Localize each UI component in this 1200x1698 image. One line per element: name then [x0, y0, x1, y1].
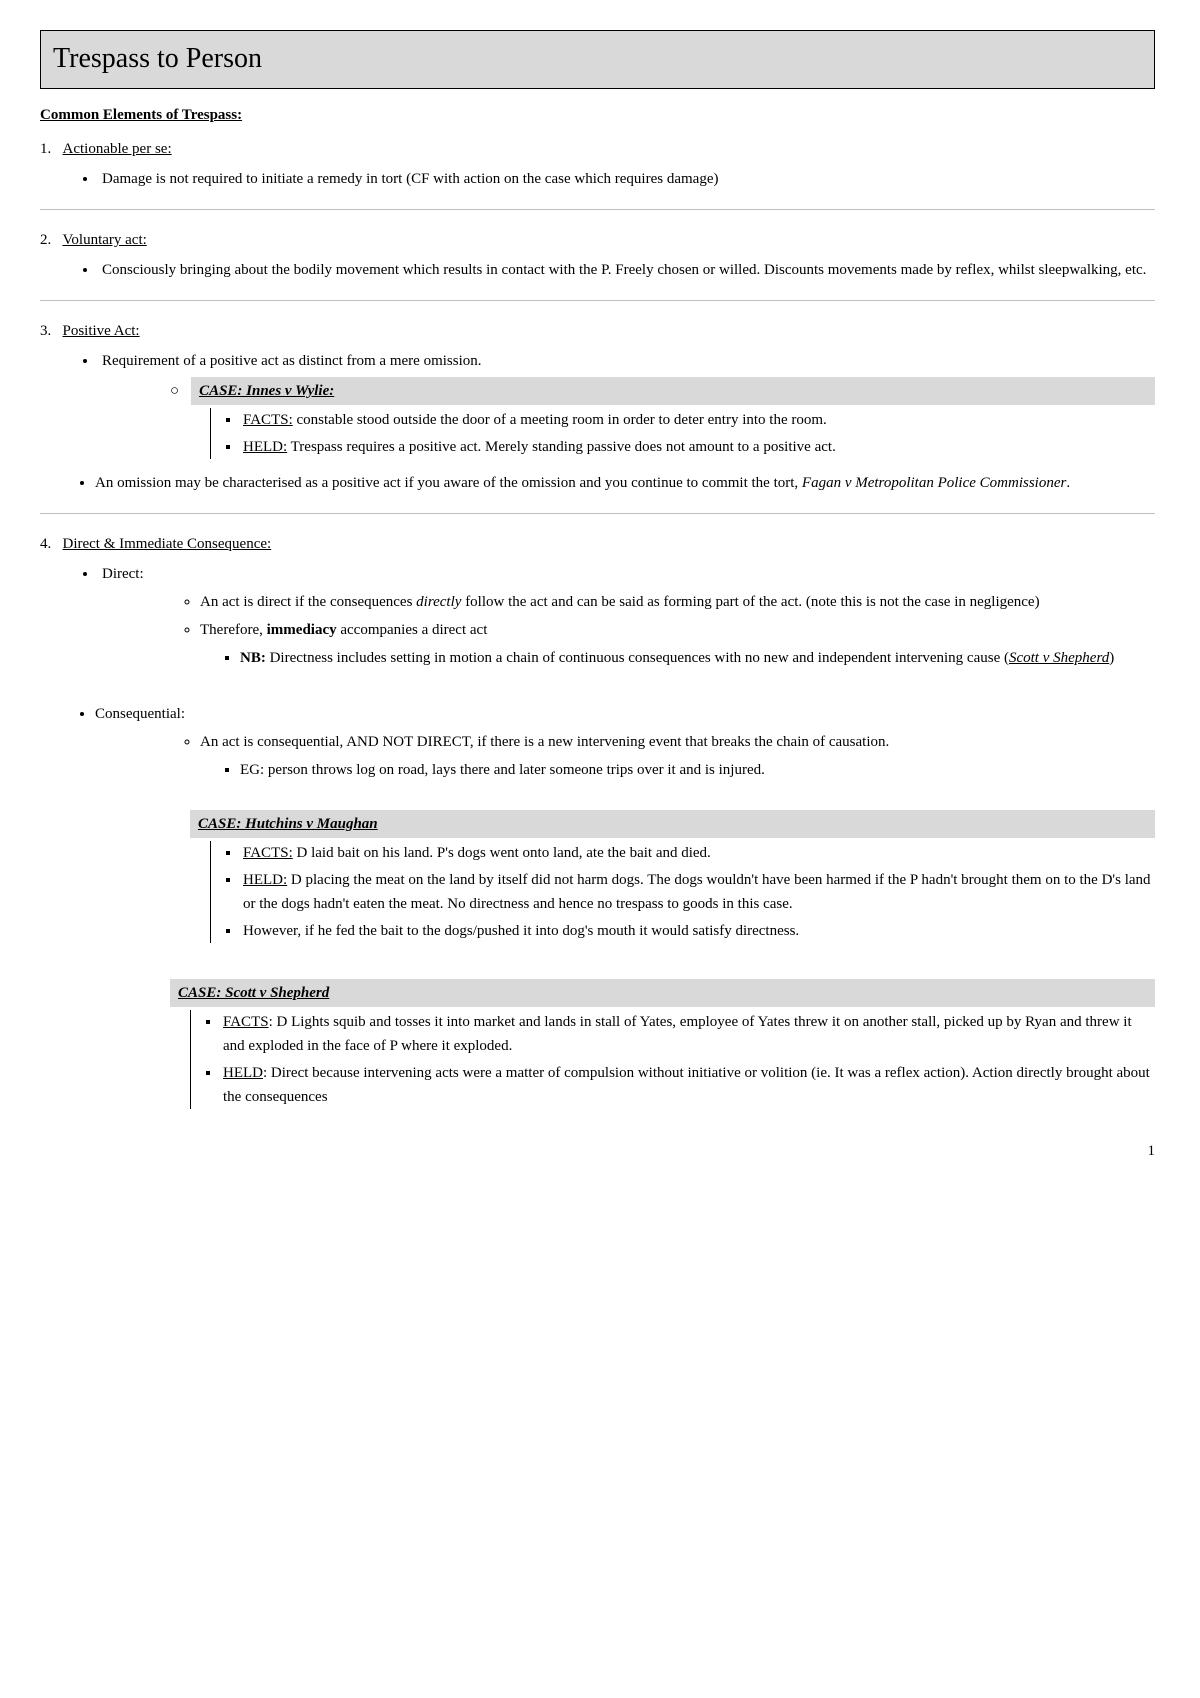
item-3-bullet-1: Requirement of a positive act as distinc… [98, 349, 1155, 373]
item-2-num: 2. [40, 232, 51, 248]
item-3-bullets: Requirement of a positive act as distinc… [40, 349, 1155, 373]
direct-sublist: An act is direct if the consequences dir… [40, 590, 1155, 670]
case-header: CASE: Hutchins v Maughan [190, 810, 1155, 838]
item-1-bullets: Damage is not required to initiate a rem… [40, 167, 1155, 191]
item-3-num: 3. [40, 323, 51, 339]
item-1: 1. Actionable per se: [40, 137, 1155, 161]
item-2-bullet-1: Consciously bringing about the bodily mo… [98, 258, 1155, 282]
conseq-eg: EG: person throws log on road, lays ther… [240, 758, 1155, 782]
item-3-bullets-2: An omission may be characterised as a po… [40, 471, 1155, 495]
conseq-eg-list: EG: person throws log on road, lays ther… [200, 758, 1155, 782]
consequential-sublist: An act is consequential, AND NOT DIRECT,… [40, 730, 1155, 782]
case-hutchins-v-maughan: CASE: Hutchins v Maughan FACTS: D laid b… [40, 810, 1155, 943]
item-4-num: 4. [40, 536, 51, 552]
direct-nb: NB: Directness includes setting in motio… [240, 646, 1155, 670]
case-body: FACTS: D Lights squib and tosses it into… [190, 1010, 1155, 1109]
case-innes-v-wylie: ○ CASE: Innes v Wylie: FACTS: constable … [40, 377, 1155, 459]
section-heading: Common Elements of Trespass: [40, 103, 1155, 127]
direct-label: Direct: [98, 562, 1155, 586]
case-scott-v-shepherd: CASE: Scott v Shepherd FACTS: D Lights s… [40, 979, 1155, 1109]
item-2: 2. Voluntary act: [40, 228, 1155, 252]
item-1-label: Actionable per se: [63, 141, 172, 157]
case-body: FACTS: D laid bait on his land. P's dogs… [210, 841, 1155, 943]
separator [40, 209, 1155, 210]
item-3: 3. Positive Act: [40, 319, 1155, 343]
case-held: HELD: D placing the meat on the land by … [241, 868, 1155, 916]
case-held: HELD: Trespass requires a positive act. … [241, 435, 1155, 459]
item-3-label: Positive Act: [63, 323, 140, 339]
separator [40, 513, 1155, 514]
case-facts: FACTS: constable stood outside the door … [241, 408, 1155, 432]
direct-nb-list: NB: Directness includes setting in motio… [200, 646, 1155, 670]
separator [40, 300, 1155, 301]
item-2-label: Voluntary act: [63, 232, 147, 248]
item-3-bullet-2: An omission may be characterised as a po… [95, 471, 1155, 495]
item-4-label: Direct & Immediate Consequence: [63, 536, 272, 552]
case-held: HELD: Direct because intervening acts we… [221, 1061, 1155, 1109]
case-header: CASE: Scott v Shepherd [170, 979, 1155, 1007]
item-4-consequential: Consequential: [40, 702, 1155, 726]
case-body: FACTS: constable stood outside the door … [210, 408, 1155, 459]
case-header: CASE: Innes v Wylie: [191, 377, 1155, 405]
item-4-direct: Direct: [40, 562, 1155, 586]
page-title: Trespass to Person [40, 30, 1155, 89]
consequential-label: Consequential: [95, 702, 1155, 726]
conseq-o1: An act is consequential, AND NOT DIRECT,… [200, 730, 1155, 782]
case-facts: FACTS: D Lights squib and tosses it into… [221, 1010, 1155, 1058]
case-facts: FACTS: D laid bait on his land. P's dogs… [241, 841, 1155, 865]
direct-o1: An act is direct if the consequences dir… [200, 590, 1155, 614]
item-1-bullet-1: Damage is not required to initiate a rem… [98, 167, 1155, 191]
item-2-bullets: Consciously bringing about the bodily mo… [40, 258, 1155, 282]
item-1-num: 1. [40, 141, 51, 157]
circle-bullet: ○ [170, 379, 179, 403]
page-number: 1 [40, 1139, 1155, 1163]
case-extra: However, if he fed the bait to the dogs/… [241, 919, 1155, 943]
item-4: 4. Direct & Immediate Consequence: [40, 532, 1155, 556]
direct-o2: Therefore, immediacy accompanies a direc… [200, 618, 1155, 670]
